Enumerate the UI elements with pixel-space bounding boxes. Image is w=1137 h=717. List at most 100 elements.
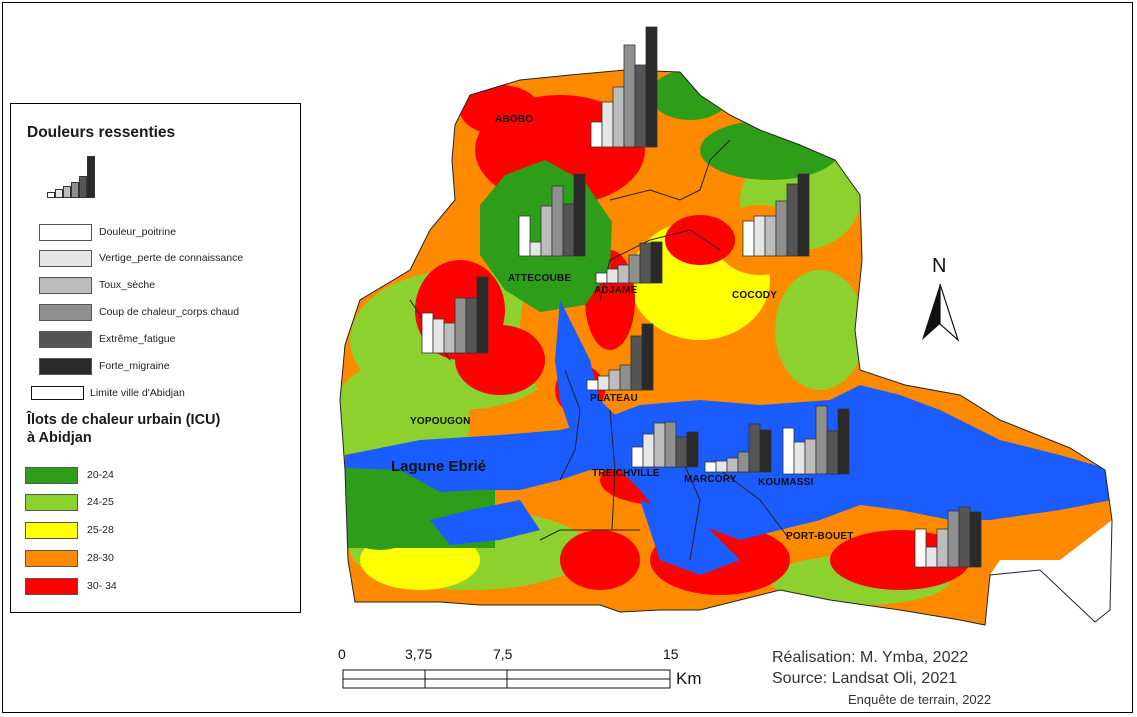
credit-realisation: Réalisation: M. Ymba, 2022 bbox=[772, 649, 969, 666]
bar-1 bbox=[715, 460, 728, 473]
bar-2 bbox=[443, 322, 456, 354]
district-label-attecoube: ATTECOUBE bbox=[508, 273, 572, 284]
bar-4 bbox=[675, 436, 688, 468]
legend-title-icu-line2: à Abidjan bbox=[27, 430, 92, 446]
bar-4 bbox=[748, 423, 761, 473]
bars-treichville bbox=[631, 421, 699, 468]
district-boundaries bbox=[339, 69, 1113, 626]
legend-title-pain: Douleurs ressenties bbox=[27, 124, 176, 141]
bar-0 bbox=[782, 427, 795, 475]
swatch-douleur-poitrine bbox=[39, 224, 92, 241]
bar-0 bbox=[421, 312, 434, 354]
bar-1 bbox=[597, 375, 610, 391]
bars-abobo bbox=[590, 26, 658, 148]
bar-1 bbox=[606, 268, 619, 284]
bar-5 bbox=[797, 173, 810, 257]
bars-port-bouet bbox=[914, 506, 982, 568]
map-legend: Douleurs ressenties Douleur_poitrine Ver… bbox=[10, 103, 301, 613]
bar-0 bbox=[586, 379, 599, 391]
district-label-port-bouet: PORT-BOUET bbox=[786, 531, 854, 542]
swatch-extreme-fatigue bbox=[39, 331, 92, 348]
bars-attecoube bbox=[518, 173, 586, 257]
north-label: N bbox=[932, 255, 947, 277]
bars-cocody bbox=[742, 173, 810, 257]
heat-island-raster bbox=[340, 70, 1112, 622]
swatch-icu-30-34 bbox=[25, 578, 78, 595]
bar-4 bbox=[630, 335, 643, 391]
bar-3 bbox=[947, 510, 960, 568]
swatch-icu-20-24 bbox=[25, 467, 78, 484]
district-bar-charts bbox=[421, 26, 982, 568]
bar-3 bbox=[623, 44, 636, 148]
bar-0 bbox=[518, 215, 531, 257]
scale-tick-label: 3,75 bbox=[405, 646, 433, 662]
bars-koumassi bbox=[782, 405, 850, 475]
district-label-yopougon: YOPOUGON bbox=[410, 416, 471, 427]
credit-survey: Enquête de terrain, 2022 bbox=[848, 692, 992, 707]
swatch-vertige bbox=[39, 250, 92, 267]
district-label-koumassi: KOUMASSI bbox=[758, 477, 814, 488]
legend-pain-label: Vertige_perte de connaissance bbox=[99, 252, 244, 264]
bar-4 bbox=[826, 430, 839, 475]
district-label-adjame: ADJAME bbox=[594, 285, 638, 296]
bars-adjame bbox=[595, 241, 663, 284]
bar-2 bbox=[653, 422, 666, 468]
legend-pain-label: Coup de chaleur_corps chaud bbox=[99, 306, 240, 318]
bar-1 bbox=[601, 101, 614, 148]
bar-3 bbox=[775, 200, 788, 257]
swatch-forte-migraine bbox=[39, 358, 92, 375]
bar-5 bbox=[476, 276, 489, 354]
legend-icu-label: 20-24 bbox=[87, 469, 114, 481]
bar-0 bbox=[742, 220, 755, 257]
bar-5 bbox=[969, 511, 982, 568]
bar-4 bbox=[634, 64, 647, 148]
bar-1 bbox=[529, 241, 542, 257]
bar-3 bbox=[737, 451, 750, 473]
bars-yopougon bbox=[421, 276, 489, 354]
legend-title-icu: Îlots de chaleur urbain (ICU) bbox=[27, 412, 221, 428]
bar-2 bbox=[617, 264, 630, 284]
lagoon-label: Lagune Ebrié bbox=[391, 458, 487, 475]
bar-3 bbox=[628, 254, 641, 284]
bar-0 bbox=[704, 461, 717, 473]
bar-2 bbox=[726, 457, 739, 473]
district-label-cocody: COCODY bbox=[732, 290, 778, 301]
bar-4 bbox=[465, 297, 478, 354]
bar-5 bbox=[650, 241, 663, 284]
bars-marcory bbox=[704, 423, 772, 473]
bar-5 bbox=[641, 323, 654, 391]
bar-0 bbox=[595, 272, 608, 284]
bar-1 bbox=[925, 546, 938, 568]
bar-5 bbox=[573, 173, 586, 257]
legend-pain-label: Douleur_poitrine bbox=[99, 226, 177, 238]
bar-1 bbox=[793, 441, 806, 475]
bar-3 bbox=[664, 421, 677, 468]
legend-icu-label: 24-25 bbox=[87, 496, 114, 508]
bar-3 bbox=[619, 364, 632, 391]
swatch-icu-24-25 bbox=[25, 494, 78, 511]
scale-unit: Km bbox=[676, 669, 702, 688]
bar-1 bbox=[753, 215, 766, 257]
scale-tick-label: 15 bbox=[663, 646, 679, 662]
district-label-treichville: TREICHVILLE bbox=[592, 468, 660, 479]
bar-1 bbox=[432, 318, 445, 354]
bar-4 bbox=[639, 242, 652, 284]
bar-0 bbox=[631, 446, 644, 468]
legend-boundary-label: Limite ville d'Abidjan bbox=[90, 387, 185, 399]
district-label-marcory: MARCORY bbox=[684, 474, 737, 485]
bar-5 bbox=[837, 408, 850, 475]
swatch-toux bbox=[39, 277, 92, 294]
bar-2 bbox=[612, 86, 625, 148]
bar-2 bbox=[764, 215, 777, 257]
bar-3 bbox=[815, 405, 828, 475]
legend-pain-label: Extrême_fatigue bbox=[99, 333, 176, 345]
swatch-city-limit bbox=[31, 386, 84, 400]
bars-plateau bbox=[586, 323, 654, 391]
swatch-icu-25-28 bbox=[25, 522, 78, 539]
scale-tick-label: 0 bbox=[338, 646, 346, 662]
credit-source: Source: Landsat Oli, 2021 bbox=[772, 670, 958, 687]
scale-bar bbox=[342, 669, 671, 689]
bar-0 bbox=[914, 528, 927, 568]
north-arrow-icon bbox=[922, 283, 960, 342]
